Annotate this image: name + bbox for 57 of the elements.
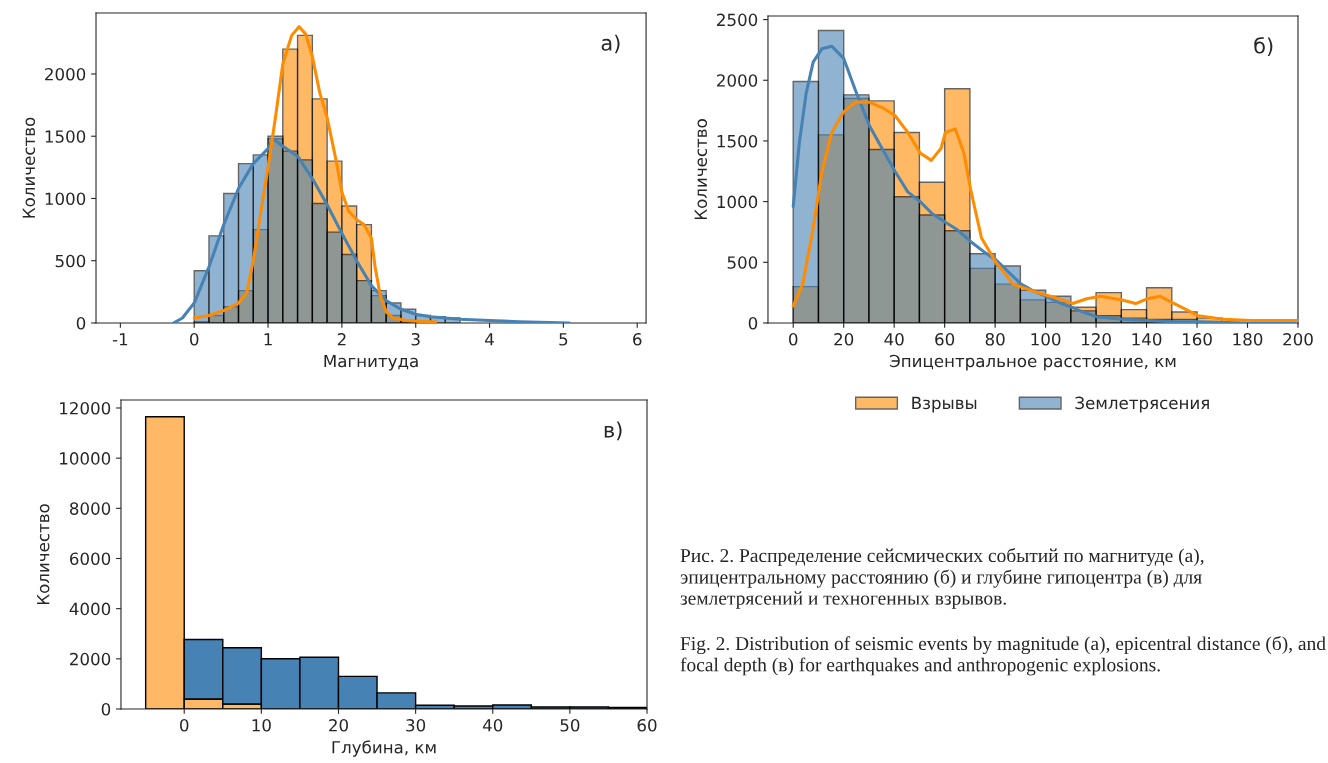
x-axis-title: Глубина, км xyxy=(332,740,436,757)
x-tick-label: 30 xyxy=(406,719,426,732)
x-tick-label: 160 xyxy=(1182,332,1212,346)
y-tick-label: 2000 xyxy=(717,74,758,87)
y-tick-label: 0 xyxy=(101,702,111,716)
annotation: в) xyxy=(604,421,622,441)
x-tick-label: 3 xyxy=(411,332,420,346)
x-tick-label: 50 xyxy=(560,719,580,732)
legend-label: Взрывы xyxy=(912,396,977,413)
y-tick-label: 2500 xyxy=(717,13,758,27)
y-tick-label: 500 xyxy=(55,254,86,268)
x-tick-label: 20 xyxy=(834,332,854,346)
x-tick-label: 40 xyxy=(482,719,503,732)
x-tick-label: 180 xyxy=(1233,332,1263,346)
annotation: б) xyxy=(1254,37,1273,57)
caption: Fig. 2. Distribution of seismic events by magnitude (а), epicentral distance (б), and focal depth (в) for earthquakes and anthropogenic explosions. xyxy=(680,636,1326,676)
y-tick-label: 8000 xyxy=(69,502,111,515)
y-tick-label: 2000 xyxy=(45,67,86,81)
x-tick-label: 100 xyxy=(1031,332,1061,346)
x-tick-label: 0 xyxy=(180,719,189,732)
x-tick-label: 1 xyxy=(264,333,272,346)
y-tick-label: 6000 xyxy=(70,552,111,566)
x-tick-label: 6 xyxy=(633,332,642,346)
x-tick-label: 60 xyxy=(935,332,955,346)
x-tick-label: 120 xyxy=(1082,332,1111,346)
x-tick-label: 4 xyxy=(485,333,494,346)
y-tick-label: 1000 xyxy=(717,195,758,209)
x-axis-title: Магнитуда xyxy=(324,354,418,371)
y-tick-label: 500 xyxy=(727,256,758,269)
legend-label: Землетрясения xyxy=(1075,396,1209,413)
y-tick-label: 1000 xyxy=(45,192,86,206)
y-tick-label: 0 xyxy=(76,316,86,330)
y-tick-label: 4000 xyxy=(69,602,111,616)
x-tick-label: -1 xyxy=(112,333,128,346)
x-tick-label: 5 xyxy=(559,333,568,346)
y-tick-label: 0 xyxy=(748,316,758,330)
x-axis-title: Эпицентральное расстояние, км xyxy=(890,354,1176,371)
y-tick-label: 12000 xyxy=(60,401,111,415)
y-tick-label: 10000 xyxy=(60,452,111,465)
y-tick-label: 2000 xyxy=(70,652,111,666)
x-tick-label: 0 xyxy=(789,332,798,346)
x-tick-label: 80 xyxy=(985,332,1005,346)
annotation: а) xyxy=(601,34,620,54)
y-axis-title: Количество xyxy=(37,504,50,605)
x-tick-label: 60 xyxy=(637,719,657,732)
x-tick-label: 10 xyxy=(252,719,271,732)
x-tick-label: 2 xyxy=(337,332,346,346)
x-tick-label: 40 xyxy=(884,332,904,346)
y-axis-title: Количество xyxy=(22,117,36,218)
y-axis-title: Количество xyxy=(694,119,708,220)
x-tick-label: 20 xyxy=(329,719,348,732)
x-tick-label: 200 xyxy=(1283,332,1313,346)
text: Рис. 2. Распределение сейсмических событий по магнитуде (а), эпицентральному расстоянию (б) и глубине гипоцентра (в) для землетрясений и техногенных взрывов. xyxy=(680,548,1204,609)
x-tick-label: 140 xyxy=(1132,332,1162,346)
y-tick-label: 1500 xyxy=(717,134,758,148)
y-tick-label: 1500 xyxy=(45,130,86,143)
x-tick-label: 0 xyxy=(190,332,199,346)
